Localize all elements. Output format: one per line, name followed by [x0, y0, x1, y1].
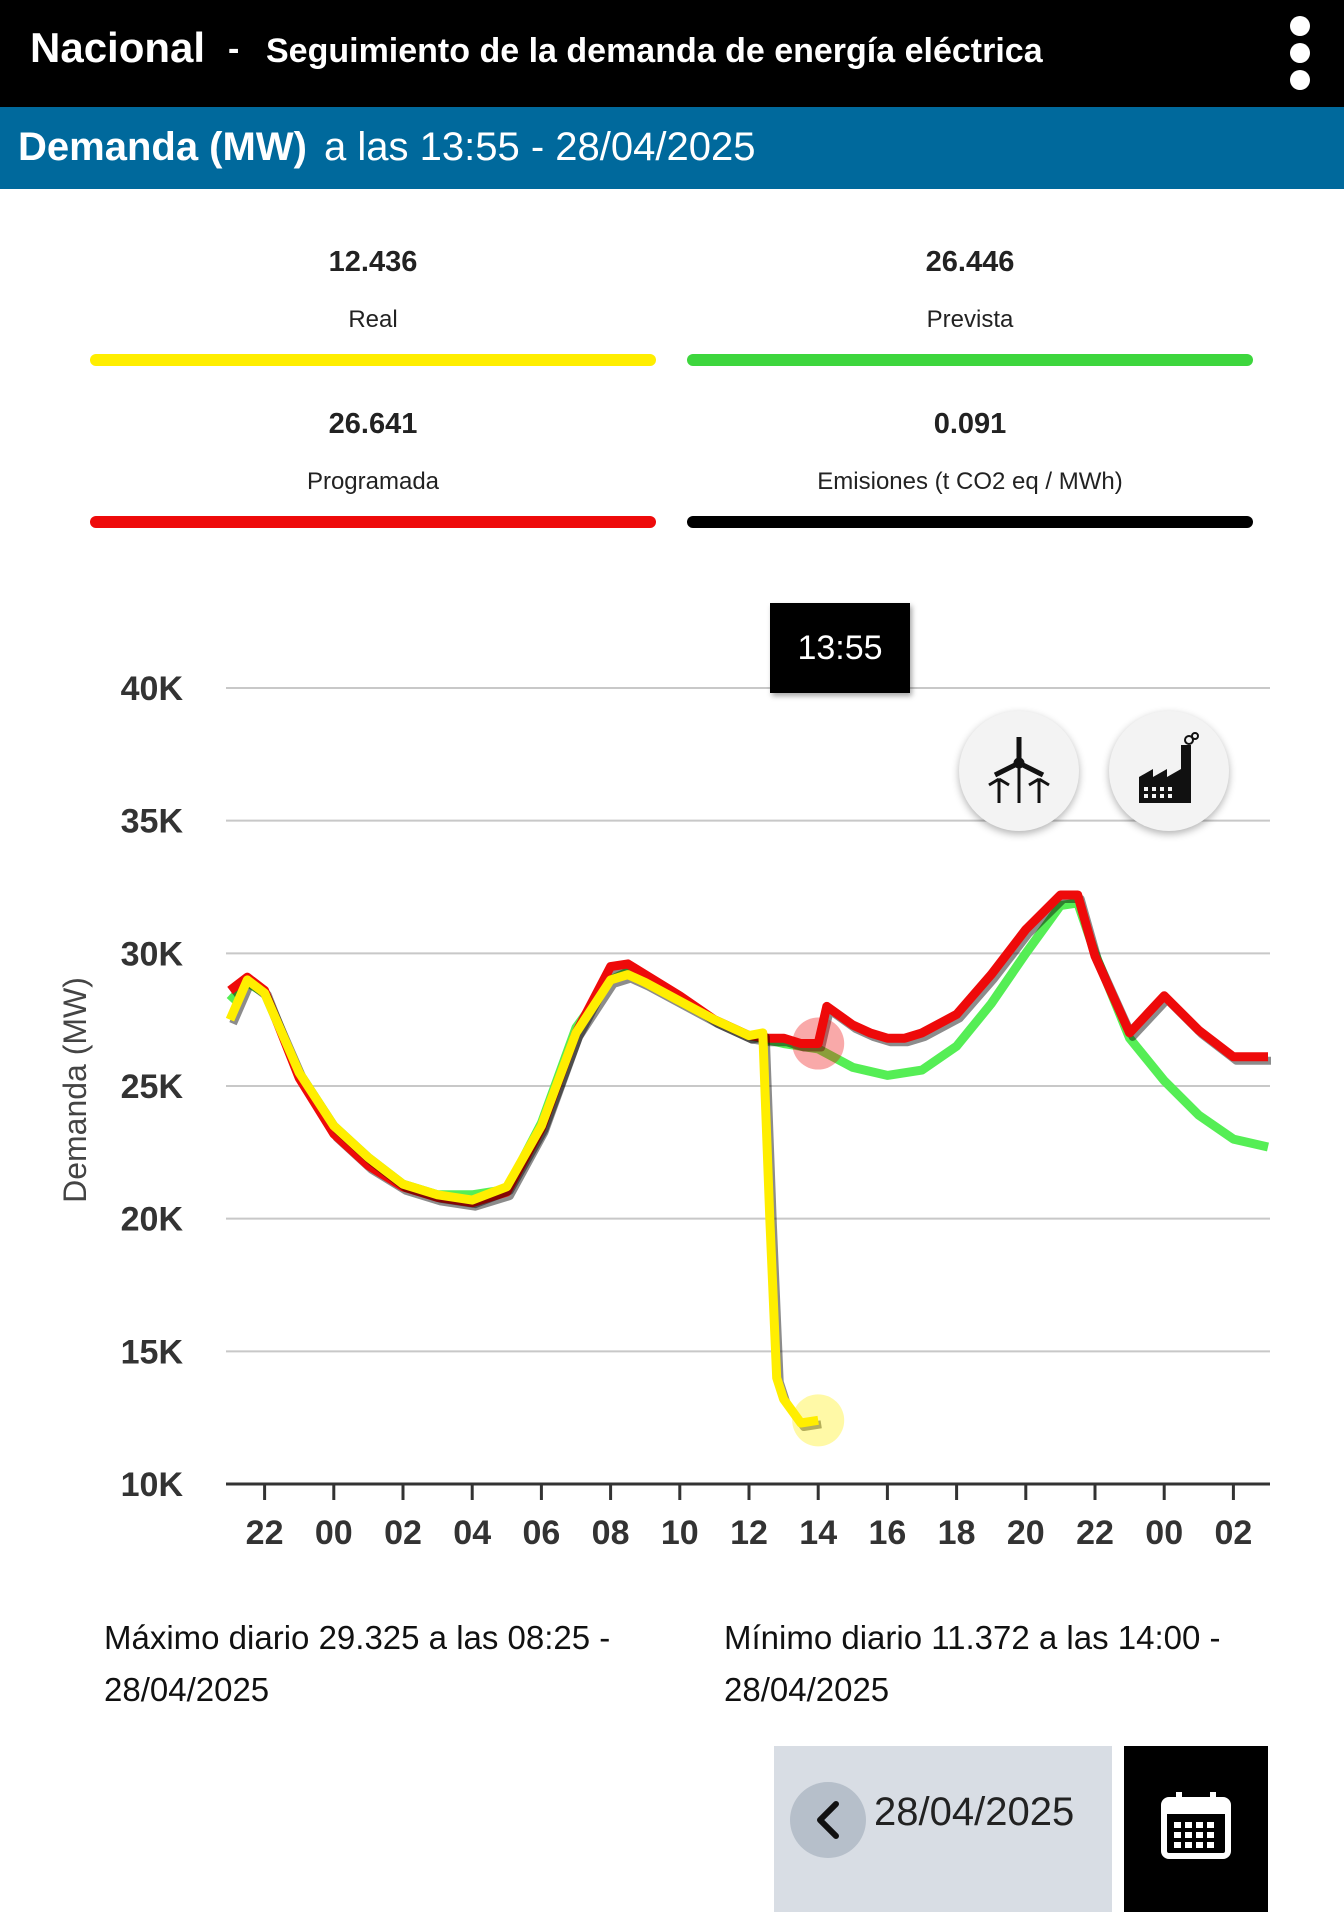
y-tick-label: 20K — [121, 1201, 184, 1239]
date-selector: 28/04/2025 — [774, 1746, 1112, 1912]
factory-icon[interactable] — [1109, 711, 1229, 831]
x-tick-label: 18 — [938, 1514, 976, 1552]
wind-turbine-icon[interactable] — [959, 711, 1079, 831]
stat-real-label: Real — [348, 306, 398, 333]
title-separator: - — [228, 30, 240, 68]
y-axis-label: Demanda (MW) — [57, 977, 93, 1203]
more-vertical-icon[interactable] — [1280, 14, 1320, 92]
stat-programada-label: Programada — [306, 468, 440, 495]
series-shadow-prevista — [233, 907, 1271, 1199]
series-shadow-programada — [230, 895, 1271, 1211]
x-tick-label: 02 — [1214, 1514, 1252, 1552]
calendar-icon[interactable] — [1124, 1746, 1268, 1912]
selected-date[interactable]: 28/04/2025 — [874, 1790, 1075, 1834]
stat-prevista-label: Prevista — [926, 306, 1014, 333]
real-hover-marker — [792, 1394, 845, 1447]
stat-prevista-value: 26.446 — [925, 246, 1015, 278]
x-tick-label: 00 — [315, 1514, 353, 1552]
chart-series — [225, 890, 1271, 1447]
demand-label: Demanda (MW) — [18, 125, 307, 169]
top-bar: Nacional - Seguimiento de la demanda de … — [0, 0, 1344, 107]
demand-chart[interactable]: 10K 15K 20K 25K 30K 35K 40K 22 00 02 04 06 08 10 12 14 1… — [0, 590, 1344, 1580]
stat-prevista-bar — [687, 354, 1253, 366]
stat-emisiones-bar — [687, 516, 1253, 528]
demand-header: Demanda (MW) a las 13:55 - 28/04/2025 — [0, 107, 1344, 189]
x-tick-label: 22 — [246, 1514, 284, 1552]
x-tick-label: 12 — [730, 1514, 768, 1552]
x-tick-label: 08 — [592, 1514, 630, 1552]
x-tick-label: 04 — [453, 1514, 491, 1552]
x-tick-label: 16 — [868, 1514, 906, 1552]
chart-axes: 10K 15K 20K 25K 30K 35K 40K 22 00 02 04 06 08 10 12 14 1… — [121, 670, 1270, 1552]
stat-real-value: 12.436 — [328, 246, 418, 278]
y-tick-label: 30K — [121, 935, 184, 973]
chart-grid — [226, 687, 1270, 1353]
stat-programada-value: 26.641 — [328, 408, 418, 440]
x-tick-label: 14 — [799, 1514, 837, 1552]
y-tick-label: 25K — [121, 1068, 184, 1106]
series-shadow-real — [229, 974, 822, 1431]
region-title: Nacional — [30, 24, 206, 71]
stat-real-bar — [90, 354, 656, 366]
x-tick-label: 22 — [1076, 1514, 1114, 1552]
y-tick-label: 10K — [121, 1466, 184, 1504]
stat-emisiones-label: Emisiones (t CO2 eq / MWh) — [817, 468, 1123, 495]
y-tick-label: 15K — [121, 1333, 184, 1371]
daily-max-text: Máximo diario 29.325 a las 08:25 - 28/04… — [104, 1619, 611, 1708]
daily-min-text: Mínimo diario 11.372 a las 14:00 - 28/04… — [724, 1619, 1221, 1708]
page-title: Seguimiento de la demanda de energía elé… — [266, 32, 1043, 70]
x-tick-label: 02 — [384, 1514, 422, 1552]
series-line-prevista — [226, 898, 1270, 1200]
x-tick-label: 06 — [522, 1514, 560, 1552]
x-tick-label: 10 — [661, 1514, 699, 1552]
chevron-left-icon[interactable] — [790, 1782, 866, 1858]
stat-emisiones-value: 0.091 — [933, 408, 1007, 440]
y-tick-label: 40K — [121, 670, 184, 708]
series-line-real — [225, 970, 819, 1428]
x-tick-label: 20 — [1007, 1514, 1045, 1552]
series-line-programada — [227, 890, 1268, 1208]
chart-tooltip: 13:55 — [770, 603, 910, 693]
y-tick-label: 35K — [121, 803, 184, 841]
demand-timestamp: a las 13:55 - 28/04/2025 — [324, 125, 756, 169]
x-tick-label: 00 — [1145, 1514, 1183, 1552]
stat-programada-bar — [90, 516, 656, 528]
programada-hover-marker — [792, 1017, 845, 1070]
